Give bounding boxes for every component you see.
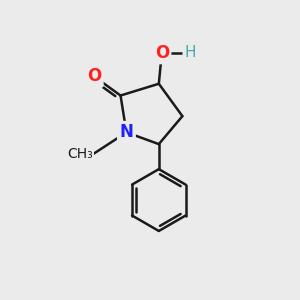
Text: N: N xyxy=(119,123,134,141)
Text: CH₃: CH₃ xyxy=(67,147,93,161)
Text: O: O xyxy=(87,68,101,85)
Text: O: O xyxy=(155,44,169,62)
Text: H: H xyxy=(184,45,196,60)
